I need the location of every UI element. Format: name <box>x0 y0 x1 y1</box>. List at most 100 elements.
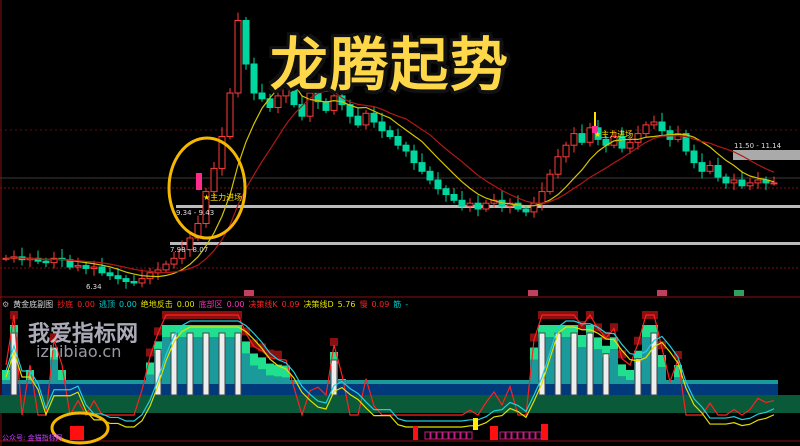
osc-band <box>650 325 658 337</box>
bottom-signal-bar <box>413 426 418 440</box>
bottom-hollow-box <box>460 431 467 440</box>
osc-band <box>682 384 690 395</box>
osc-red-block <box>250 339 258 348</box>
candle-body <box>442 188 450 195</box>
gear-icon[interactable]: ⚙ <box>2 300 10 309</box>
osc-band <box>706 380 714 384</box>
candle-body <box>586 127 594 143</box>
osc-band <box>266 384 274 395</box>
osc-white-bar <box>554 332 562 396</box>
osc-red-block <box>634 336 642 345</box>
zone-label-3: 11.50 - 11.14 <box>734 142 782 150</box>
osc-band <box>322 380 330 384</box>
decision-k-line <box>5 313 775 418</box>
osc-band <box>146 374 154 384</box>
candle-body <box>738 179 746 187</box>
osc-white-bar <box>10 332 18 396</box>
osc-band <box>626 380 634 384</box>
candle-body <box>618 136 626 149</box>
osc-red-block <box>530 333 538 342</box>
candle-body <box>122 278 130 283</box>
candle-body <box>682 133 690 152</box>
osc-white-bar <box>570 332 578 396</box>
osc-band <box>530 347 538 360</box>
bottom-hollow-box <box>430 431 437 440</box>
legend-label: 抄底 <box>57 300 74 309</box>
legend-value: 0.00 <box>77 300 95 309</box>
osc-band <box>762 384 770 395</box>
osc-band <box>506 384 514 395</box>
watermark-text: 我爱指标网 <box>28 322 139 347</box>
osc-band <box>482 380 490 384</box>
osc-band <box>146 362 154 375</box>
osc-band <box>490 384 498 395</box>
osc-band <box>274 384 282 395</box>
osc-band <box>194 384 202 395</box>
candle-body <box>362 112 370 126</box>
candle-body <box>378 121 386 132</box>
osc-band <box>50 359 58 384</box>
osc-band <box>226 384 234 395</box>
candle-body <box>346 104 354 117</box>
osc-band <box>610 384 618 395</box>
candle-body <box>418 162 426 172</box>
bottom-hollow-box <box>529 431 536 440</box>
osc-band <box>202 325 210 337</box>
osc-band <box>282 384 290 395</box>
osc-band <box>658 384 666 395</box>
osc-white-bar <box>170 332 178 396</box>
bottom-hollow-box <box>454 431 461 440</box>
zone-label-1: 7.98 - 8.07 <box>170 246 209 254</box>
candle-body <box>554 156 562 175</box>
osc-band <box>122 384 130 395</box>
candle-body <box>514 202 522 210</box>
osc-band <box>170 325 178 337</box>
osc-band <box>282 377 290 384</box>
bottom-signal-bar <box>490 426 498 440</box>
osc-band <box>114 384 122 395</box>
signal-tag <box>528 290 538 296</box>
osc-band <box>666 384 674 395</box>
osc-band <box>602 345 610 358</box>
bottom-hollow-box <box>448 431 455 440</box>
osc-white-bar <box>650 332 658 396</box>
osc-band <box>674 365 682 377</box>
osc-band <box>26 384 34 395</box>
osc-band <box>434 384 442 395</box>
osc-band <box>522 384 530 395</box>
osc-red-block <box>146 348 154 357</box>
osc-band <box>522 380 530 384</box>
osc-band <box>770 384 778 395</box>
osc-band <box>490 380 498 384</box>
osc-band <box>498 384 506 395</box>
candle-body <box>210 167 218 193</box>
legend-value: 0.09 <box>371 300 390 309</box>
highlight-ellipse <box>50 411 110 445</box>
osc-band <box>354 384 362 395</box>
osc-band <box>594 337 602 350</box>
osc-band <box>338 379 346 380</box>
candle-body <box>386 130 394 137</box>
osc-band <box>66 380 74 384</box>
osc-band <box>418 384 426 395</box>
candle-body <box>570 133 578 146</box>
osc-band <box>426 380 434 384</box>
candle-body <box>50 257 58 264</box>
osc-band <box>746 384 754 395</box>
osc-red-block <box>658 341 666 349</box>
osc-band <box>210 384 218 395</box>
candle-body <box>258 92 266 100</box>
osc-band <box>18 384 26 395</box>
entry-marker-1: ★主力进场 <box>203 193 243 202</box>
osc-band <box>754 384 762 395</box>
osc-band <box>2 384 10 395</box>
candle-body <box>306 92 314 117</box>
candle-body <box>642 124 650 135</box>
osc-band <box>234 325 242 337</box>
signal-tag <box>657 290 667 296</box>
entry-bar <box>196 173 202 190</box>
osc-band <box>434 380 442 384</box>
osc-band <box>370 380 378 384</box>
osc-white-bar <box>218 332 226 396</box>
